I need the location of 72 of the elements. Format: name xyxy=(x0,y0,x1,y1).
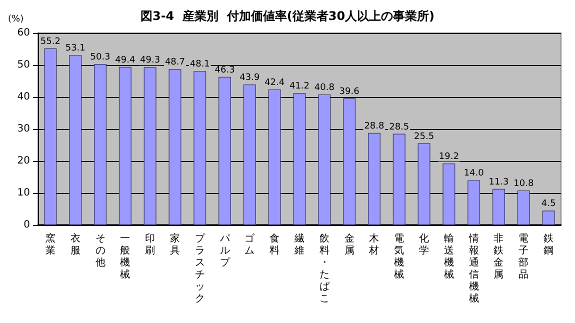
bar xyxy=(468,180,480,225)
bar xyxy=(94,64,106,225)
data-label: 49.4 xyxy=(115,55,136,66)
data-label: 48.1 xyxy=(190,60,210,70)
bar xyxy=(542,210,555,225)
data-label: 28.8 xyxy=(364,121,385,132)
data-label: 14.0 xyxy=(464,168,484,179)
y-tick-label: 30 xyxy=(17,124,30,134)
bar xyxy=(118,66,132,225)
y-axis-title: (%) xyxy=(8,14,24,24)
bar xyxy=(194,71,206,225)
bar xyxy=(517,190,530,225)
bar xyxy=(144,67,156,225)
bar xyxy=(343,98,356,225)
y-tick-label: 20 xyxy=(17,156,30,166)
bar xyxy=(168,69,182,225)
data-label: 40.8 xyxy=(314,82,335,93)
x-tick-label: 窯業 xyxy=(45,232,56,256)
data-label: 28.5 xyxy=(389,122,410,132)
bar xyxy=(442,164,456,225)
data-label: 55.2 xyxy=(40,36,60,47)
data-label: 11.3 xyxy=(488,177,509,188)
x-tick-label: 飲料・たばこ xyxy=(319,234,330,304)
data-label: 50.3 xyxy=(90,52,110,63)
x-tick-label: 木材 xyxy=(368,232,380,256)
x-tick-label: 印刷 xyxy=(145,232,156,256)
chart-title: 図3-4 産業別 付加価値率(従業者30人以上の事業所) xyxy=(140,9,435,23)
data-label: 39.6 xyxy=(339,86,360,97)
y-tick-label: 50 xyxy=(17,60,30,70)
x-tick-label: 衣服 xyxy=(70,232,80,256)
bar xyxy=(492,188,505,225)
data-label: 10.8 xyxy=(514,178,534,189)
y-tick-label: 0 xyxy=(24,220,30,230)
y-tick-label: 10 xyxy=(17,188,30,198)
x-tick-label: 食料 xyxy=(270,232,280,256)
x-tick-label: 繊維 xyxy=(294,232,304,256)
data-label: 4.5 xyxy=(541,199,556,210)
bar xyxy=(293,93,306,225)
bar xyxy=(368,132,380,225)
x-tick-label: パルプ xyxy=(218,234,231,268)
data-label: 46.3 xyxy=(214,65,235,76)
data-label: 43.9 xyxy=(240,73,260,84)
y-tick-label: 60 xyxy=(17,28,30,38)
bar xyxy=(318,94,331,225)
x-tick-label: 金属 xyxy=(344,232,354,256)
bar xyxy=(418,143,430,225)
x-tick-label: 一般機械 xyxy=(120,234,130,280)
x-tick-label: 電気機械 xyxy=(394,234,404,280)
bar xyxy=(218,76,232,225)
x-tick-label: プラスチック xyxy=(194,232,206,304)
x-tick-label: 鉄鋼 xyxy=(544,232,554,256)
bar xyxy=(392,134,406,225)
x-tick-label: 家具 xyxy=(170,232,180,256)
data-label: 19.2 xyxy=(438,152,459,162)
data-label: 41.2 xyxy=(289,82,310,92)
x-tick-label: ゴム xyxy=(244,232,256,256)
data-label: 49.3 xyxy=(140,56,160,66)
y-tick-label: 40 xyxy=(17,92,30,102)
x-tick-label: 情報通信機械 xyxy=(468,232,479,304)
x-tick-label: 非鉄金属 xyxy=(494,232,504,280)
x-tick-label: その他 xyxy=(95,234,106,268)
bar xyxy=(268,89,281,225)
bar xyxy=(44,48,57,225)
x-tick-label: 化学 xyxy=(419,232,430,256)
x-tick-label: 輸送機械 xyxy=(444,232,454,280)
bar xyxy=(69,55,82,225)
x-tick-label: 電子部品 xyxy=(518,234,529,280)
data-label: 42.4 xyxy=(264,78,285,88)
data-label: 53.1 xyxy=(65,44,86,54)
bar xyxy=(243,84,256,225)
data-label: 48.7 xyxy=(164,58,185,68)
data-label: 25.5 xyxy=(414,132,434,142)
